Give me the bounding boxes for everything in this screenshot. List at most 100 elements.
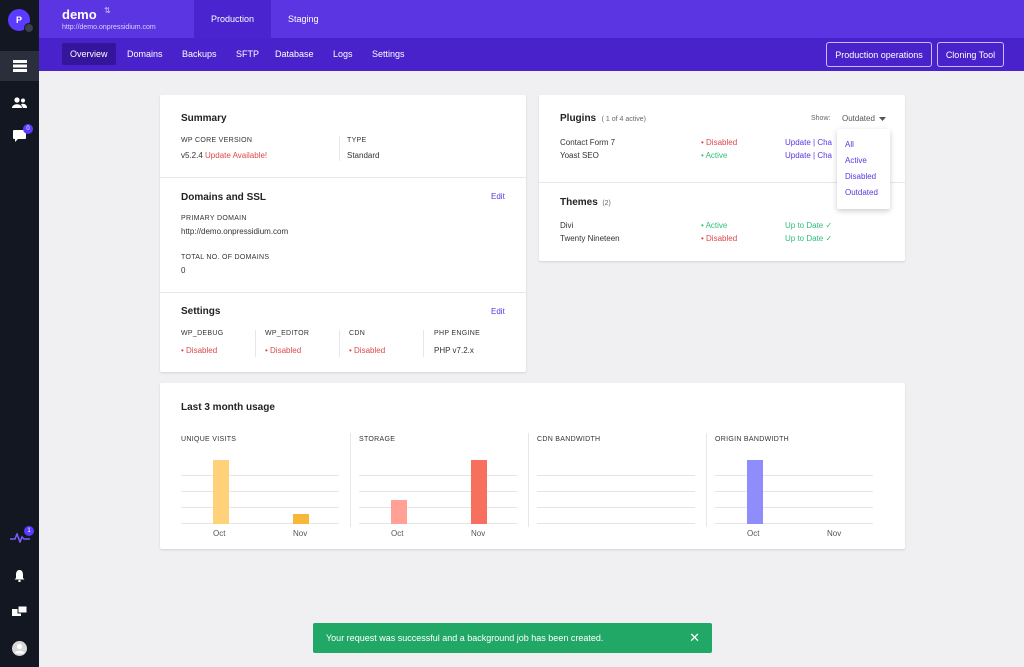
left-rail: P 0 1 bbox=[0, 0, 39, 667]
usage-title: Last 3 month usage bbox=[181, 402, 275, 413]
caret-down-icon bbox=[879, 117, 887, 121]
update-available-link[interactable]: Update Available! bbox=[205, 151, 268, 160]
top-bar: demo ⇅ http://demo.onpressidium.com Prod… bbox=[39, 0, 1024, 38]
wp-editor-value: • Disabled bbox=[265, 346, 302, 355]
rail-item-users[interactable] bbox=[0, 87, 39, 117]
chart-gridline bbox=[181, 475, 339, 476]
sub-navigation: Overview Domains Backups SFTP Database L… bbox=[39, 38, 1024, 71]
domains-edit-link[interactable]: Edit bbox=[491, 192, 505, 201]
wp-debug-label: WP_DEBUG bbox=[181, 330, 224, 337]
usage-panel-label: UNIQUE VISITS bbox=[181, 436, 237, 443]
subnav-domains[interactable]: Domains bbox=[127, 49, 163, 59]
subnav-backups[interactable]: Backups bbox=[182, 49, 217, 59]
chart-tick-label: Nov bbox=[827, 529, 842, 538]
theme-status: • Disabled bbox=[701, 234, 738, 243]
toast-message: Your request was successful and a backgr… bbox=[326, 633, 604, 643]
divider bbox=[160, 177, 526, 178]
summary-title: Summary bbox=[181, 113, 227, 124]
show-filter-dropdown: All Active Disabled Outdated bbox=[837, 129, 890, 209]
plugin-action-link[interactable]: Update | Cha bbox=[785, 151, 832, 160]
chart-tick-label: Oct bbox=[391, 529, 404, 538]
plugins-heading: Plugins ( 1 of 4 active) bbox=[560, 113, 646, 124]
settings-title: Settings bbox=[181, 306, 221, 317]
success-toast: Your request was successful and a backgr… bbox=[313, 623, 712, 653]
chart-gridline bbox=[715, 475, 873, 476]
rail-item-notifications[interactable] bbox=[0, 561, 39, 591]
type-value: Standard bbox=[347, 151, 380, 160]
filter-option-active[interactable]: Active bbox=[845, 156, 867, 165]
chart-gridline bbox=[537, 523, 695, 524]
php-engine-label: PHP ENGINE bbox=[434, 330, 481, 337]
rail-item-profile[interactable] bbox=[0, 633, 39, 663]
activity-pulse-icon bbox=[9, 533, 30, 543]
wp-core-version: v5.2.4 bbox=[181, 151, 203, 160]
themes-title: Themes bbox=[560, 197, 598, 208]
primary-domain-value: http://demo.onpressidium.com bbox=[181, 227, 289, 236]
theme-name: Divi bbox=[560, 221, 574, 230]
site-overview-card: Summary WP CORE VERSION v5.2.4 Update Av… bbox=[160, 95, 526, 372]
rail-item-chat-support[interactable] bbox=[0, 597, 39, 627]
wp-editor-label: WP_EDITOR bbox=[265, 330, 310, 337]
rail-item-activity[interactable]: 1 bbox=[0, 523, 39, 553]
subnav-logs[interactable]: Logs bbox=[333, 49, 353, 59]
filter-option-outdated[interactable]: Outdated bbox=[845, 188, 878, 197]
type-label: TYPE bbox=[347, 137, 367, 144]
avatar-initial: P bbox=[15, 15, 22, 25]
tab-production[interactable]: Production bbox=[194, 0, 272, 38]
activity-badge: 1 bbox=[24, 526, 34, 536]
chart-gridline bbox=[181, 523, 339, 524]
plugin-name: Contact Form 7 bbox=[560, 138, 616, 147]
chart-tick-label: Oct bbox=[213, 529, 226, 538]
site-name[interactable]: demo bbox=[62, 7, 97, 22]
filter-option-all[interactable]: All bbox=[845, 140, 854, 149]
cdn-value: • Disabled bbox=[349, 346, 386, 355]
close-icon[interactable]: ✕ bbox=[689, 630, 700, 645]
site-switch-icon[interactable]: ⇅ bbox=[104, 6, 111, 15]
primary-domain-label: PRIMARY DOMAIN bbox=[181, 215, 247, 222]
theme-name: Twenty Nineteen bbox=[560, 234, 620, 243]
production-operations-button[interactable]: Production operations bbox=[826, 42, 932, 67]
divider bbox=[706, 433, 707, 527]
chart-bar bbox=[293, 513, 309, 524]
wp-core-version-value: v5.2.4 Update Available! bbox=[181, 151, 267, 160]
chart-gridline bbox=[359, 523, 517, 524]
chart-gridline bbox=[359, 475, 517, 476]
account-settings-icon[interactable] bbox=[24, 23, 34, 33]
chart-gridline bbox=[359, 491, 517, 492]
show-filter-label: Show: bbox=[811, 115, 831, 122]
usage-panel-label: CDN BANDWIDTH bbox=[537, 436, 601, 443]
wp-core-version-label: WP CORE VERSION bbox=[181, 137, 253, 144]
tab-staging[interactable]: Staging bbox=[288, 14, 319, 24]
chart-tick-label: Nov bbox=[471, 529, 486, 538]
users-icon bbox=[12, 96, 27, 108]
usage-panel-label: ORIGIN BANDWIDTH bbox=[715, 436, 790, 443]
filter-option-disabled[interactable]: Disabled bbox=[845, 172, 877, 181]
subnav-database[interactable]: Database bbox=[275, 49, 314, 59]
theme-status: • Active bbox=[701, 221, 728, 230]
subnav-overview[interactable]: Overview bbox=[62, 43, 116, 65]
theme-update-state: Up to Date ✓ bbox=[785, 221, 833, 230]
cloning-tool-button[interactable]: Cloning Tool bbox=[937, 42, 1004, 67]
theme-update-state: Up to Date ✓ bbox=[785, 234, 833, 243]
rail-item-messages[interactable]: 0 bbox=[0, 121, 39, 151]
usage-panel-label: STORAGE bbox=[359, 436, 396, 443]
site-url: http://demo.onpressidium.com bbox=[62, 24, 156, 31]
chart-tick-label: Nov bbox=[293, 529, 308, 538]
total-domains-value: 0 bbox=[181, 266, 186, 275]
divider bbox=[539, 182, 905, 183]
subnav-settings[interactable]: Settings bbox=[372, 49, 405, 59]
divider bbox=[528, 433, 529, 527]
messages-badge: 0 bbox=[23, 124, 33, 134]
divider bbox=[339, 136, 340, 161]
cdn-label: CDN bbox=[349, 330, 366, 337]
settings-edit-link[interactable]: Edit bbox=[491, 307, 505, 316]
rail-item-sites[interactable] bbox=[0, 51, 39, 81]
plugins-title: Plugins bbox=[560, 113, 597, 124]
total-domains-label: TOTAL NO. OF DOMAINS bbox=[181, 254, 270, 261]
domains-title: Domains and SSL bbox=[181, 192, 267, 203]
subnav-sftp[interactable]: SFTP bbox=[236, 49, 260, 59]
plugin-action-link[interactable]: Update | Cha bbox=[785, 138, 832, 147]
themes-heading: Themes (2) bbox=[560, 197, 611, 208]
support-chat-icon bbox=[12, 605, 27, 616]
show-filter-select[interactable]: Outdated bbox=[842, 114, 887, 123]
